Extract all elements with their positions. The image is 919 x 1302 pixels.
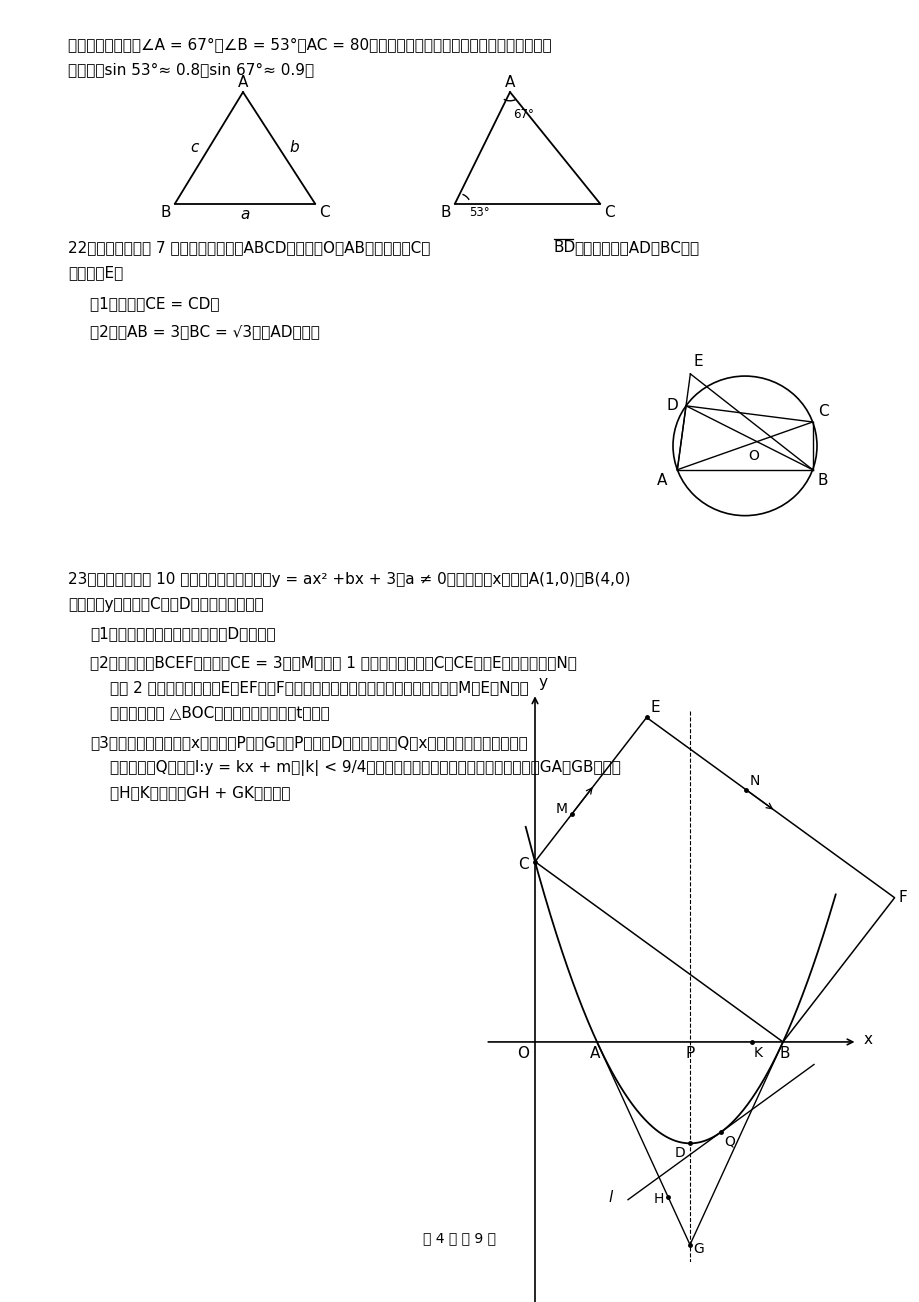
Text: A: A — [589, 1046, 599, 1061]
Text: x: x — [863, 1031, 871, 1047]
Text: D: D — [665, 398, 677, 413]
Text: 每秒 2 个单位的速度从点E沿EF向点F运动，一点到达终点另一点随之停止．当以M、E、N为顶: 每秒 2 个单位的速度从点E沿EF向点F运动，一点到达终点另一点随之停止．当以M… — [110, 681, 528, 695]
Text: 点H、K，求证：GH + GK为定值．: 点H、K，求证：GH + GK为定值． — [110, 785, 290, 801]
Text: A: A — [656, 473, 666, 488]
Text: A: A — [237, 76, 248, 90]
Text: （2）若四边形BCEF为矩形，CE = 3．点M以每秒 1 个单位的速度从点C沿CE向点E运动，同时点N以: （2）若四边形BCEF为矩形，CE = 3．点M以每秒 1 个单位的速度从点C沿… — [90, 655, 576, 671]
Text: 53°: 53° — [469, 207, 489, 220]
Text: K: K — [754, 1046, 762, 1060]
Text: 的中点，延长AD交BC的延: 的中点，延长AD交BC的延 — [573, 241, 698, 255]
Text: a: a — [240, 207, 249, 223]
Text: Q: Q — [723, 1134, 734, 1148]
Text: O: O — [747, 449, 758, 462]
Text: M: M — [554, 802, 567, 815]
Text: 22．（本小题满分 7 分）如图，四边形ABCD内接于圆O，AB是直径，点C是: 22．（本小题满分 7 分）如图，四边形ABCD内接于圆O，AB是直径，点C是 — [68, 241, 430, 255]
Text: 23．（本小题满分 10 分）如图，已知抛物线y = ax² +bx + 3（a ≠ 0）的图象与x轴交于A(1,0)，B(4,0): 23．（本小题满分 10 分）如图，已知抛物线y = ax² +bx + 3（a… — [68, 572, 630, 587]
Text: 长线于点E．: 长线于点E． — [68, 266, 123, 280]
Text: B: B — [440, 206, 450, 220]
Text: 区域需美化，已知∠A = 67°，∠B = 53°，AC = 80米，求这片区域的面积．（结果保留根号．参: 区域需美化，已知∠A = 67°，∠B = 53°，AC = 80米，求这片区域… — [68, 36, 551, 52]
Text: C: C — [604, 206, 614, 220]
Text: E: E — [650, 699, 660, 715]
Text: B: B — [817, 473, 827, 488]
Text: BD: BD — [553, 241, 575, 255]
Text: O: O — [516, 1046, 528, 1061]
Text: B: B — [160, 206, 171, 220]
Text: F: F — [898, 891, 906, 905]
Text: 点的三角形与 △BOC相似时，求运动时间t的值；: 点的三角形与 △BOC相似时，求运动时间t的值； — [110, 706, 329, 720]
Text: （3）抛物线的对称轴与x轴交于点P，点G是点P关于点D的对称点，点Q是x轴下方抛物线图象上的动: （3）抛物线的对称轴与x轴交于点P，点G是点P关于点D的对称点，点Q是x轴下方抛… — [90, 734, 528, 750]
Text: B: B — [779, 1046, 789, 1061]
Text: P: P — [685, 1046, 694, 1061]
Text: G: G — [692, 1242, 703, 1256]
Text: （1）求抛物线的函数表达式及点D的坐标；: （1）求抛物线的函数表达式及点D的坐标； — [90, 626, 276, 641]
Text: C: C — [517, 857, 528, 872]
Text: 67°: 67° — [513, 108, 533, 121]
Text: E: E — [693, 354, 702, 368]
Text: b: b — [289, 141, 299, 155]
Text: c: c — [190, 141, 199, 155]
Text: 点．若过点Q的直线l:y = kx + m（|k| < 9/4）与抛物线只有一个公共点，且分别与线段GA、GB相交于: 点．若过点Q的直线l:y = kx + m（|k| < 9/4）与抛物线只有一个… — [110, 760, 620, 776]
Text: C: C — [817, 404, 827, 419]
Text: 第 4 页 共 9 页: 第 4 页 共 9 页 — [423, 1230, 496, 1245]
Text: N: N — [749, 773, 759, 788]
Text: A: A — [505, 76, 515, 90]
Text: D: D — [674, 1146, 685, 1160]
Text: C: C — [319, 206, 329, 220]
Text: y: y — [539, 676, 548, 690]
Text: 考数据：sin 53°≈ 0.8，sin 67°≈ 0.9）: 考数据：sin 53°≈ 0.8，sin 67°≈ 0.9） — [68, 62, 313, 77]
Text: 两点，与y轴交于点C，点D为抛物线的顶点．: 两点，与y轴交于点C，点D为抛物线的顶点． — [68, 598, 264, 612]
Text: H: H — [653, 1193, 664, 1207]
Text: l: l — [608, 1190, 612, 1206]
Text: （2）若AB = 3，BC = √3，求AD的长．: （2）若AB = 3，BC = √3，求AD的长． — [90, 324, 320, 339]
Text: （1）求证：CE = CD；: （1）求证：CE = CD； — [90, 297, 220, 311]
